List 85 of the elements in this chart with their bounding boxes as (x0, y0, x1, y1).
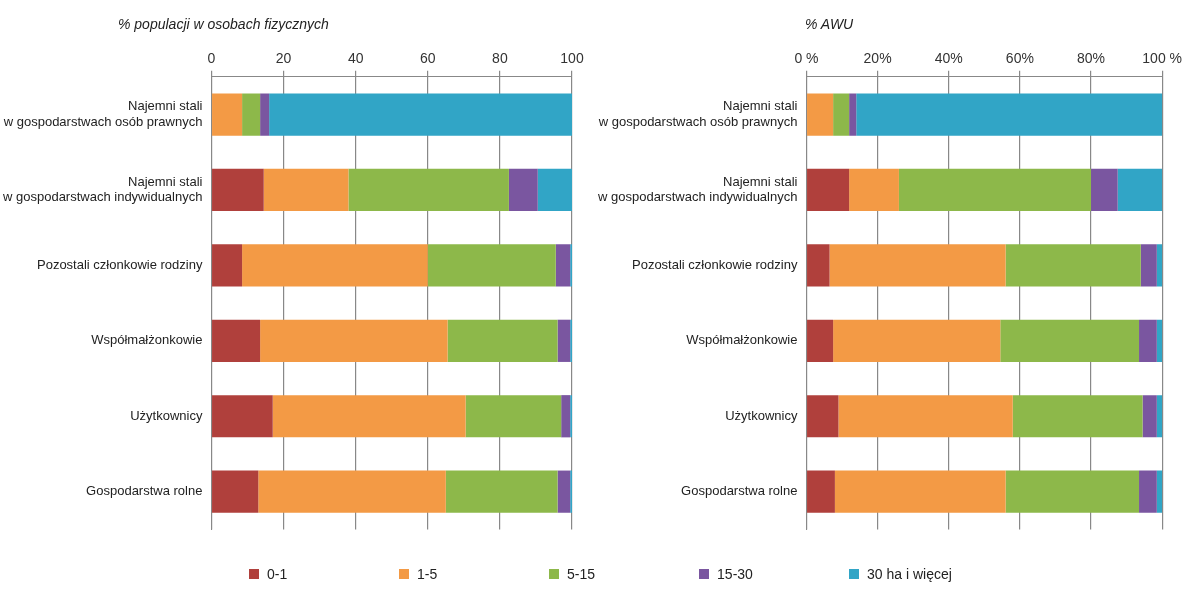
bar (427, 244, 556, 287)
y-tick-label: Pozostali członkowie rodziny (631, 256, 798, 272)
bar (834, 470, 1006, 513)
bar (258, 470, 446, 513)
bar (838, 395, 1013, 438)
bar (212, 244, 243, 287)
y-tick-label: Współmałżonkowie (91, 332, 203, 348)
bar (465, 395, 562, 438)
bar (807, 395, 839, 438)
bar (1005, 470, 1140, 513)
bar (1156, 395, 1163, 438)
bar (348, 168, 509, 212)
y-tick-label: Użytkownicy (130, 407, 203, 423)
x-tick-label: 60 (419, 50, 436, 67)
bar (263, 168, 349, 212)
y-tick-label: Najemni stali w gospodarstwach osób prawnych (597, 98, 798, 129)
bar (1156, 470, 1163, 513)
bar (260, 319, 448, 362)
bar (1005, 244, 1141, 287)
bar (898, 168, 1092, 212)
bar (212, 470, 259, 513)
y-tick-label: Pozostali członkowie rodziny (36, 256, 203, 272)
y-tick-label: Najemni stali w gospodarstwach indywidualnych (596, 173, 798, 205)
bar (557, 470, 571, 513)
bar (1140, 244, 1157, 287)
bar (445, 470, 558, 513)
x-tick-label: 20 (275, 50, 292, 67)
bar (807, 168, 850, 212)
x-tick-label: 40 (347, 50, 364, 67)
x-tick-label: 60% (1005, 50, 1034, 67)
bar (807, 319, 834, 362)
legend-label: 30 ha i więcej (866, 566, 952, 582)
x-tick-label: 80 (492, 50, 508, 67)
bar (212, 395, 273, 438)
bar (537, 168, 572, 212)
bar (557, 319, 571, 362)
bar (807, 244, 830, 287)
x-tick-label: 0 % (794, 50, 819, 67)
x-tick-label: 40% (934, 50, 963, 67)
bar (829, 244, 1006, 287)
bar (1142, 395, 1157, 438)
bar (1156, 244, 1163, 287)
bar (1000, 319, 1140, 362)
bar (272, 395, 466, 438)
y-tick-label: Gospodarstwa rolne (86, 483, 203, 499)
bar (561, 395, 571, 438)
bar (508, 168, 538, 212)
y-tick-label: Najemni stali w gospodarstwach osób prawnych (2, 98, 203, 129)
bar (269, 93, 572, 136)
bar (1139, 319, 1157, 362)
y-tick-label: Najemni stali w gospodarstwach indywidualnych (1, 173, 203, 205)
chart-title: % AWU (805, 16, 854, 32)
bar (833, 93, 850, 136)
bar (447, 319, 558, 362)
legend-label: 15-30 (716, 566, 754, 582)
x-tick-label: 100 % (1142, 50, 1182, 67)
bar (1117, 168, 1163, 212)
bar (242, 93, 261, 136)
bar (1156, 319, 1163, 362)
x-tick-label: 80% (1076, 50, 1106, 67)
legend-label: 5-15 (566, 566, 597, 582)
y-tick-label: Użytkownicy (725, 407, 798, 423)
bar (212, 168, 264, 212)
bar (833, 319, 1001, 362)
bar (212, 319, 261, 362)
bar (807, 93, 834, 136)
x-tick-label: 100 (560, 50, 584, 67)
bar (260, 93, 270, 136)
bar (1139, 470, 1157, 513)
x-tick-label: 20% (863, 50, 892, 67)
chart-title: % populacji w osobach fizycznych (118, 16, 329, 32)
y-tick-label: Współmałżonkowie (686, 332, 798, 348)
bar (807, 470, 835, 513)
bar (856, 93, 1163, 136)
bar (555, 244, 571, 287)
legend-label: 0-1 (266, 566, 289, 582)
legend-label: 1-5 (416, 566, 439, 582)
bar (212, 93, 243, 136)
bar (849, 93, 857, 136)
bar (242, 244, 428, 287)
bar (1091, 168, 1118, 212)
bar (849, 168, 899, 212)
bar (1012, 395, 1143, 438)
y-tick-label: Gospodarstwa rolne (681, 483, 798, 499)
x-tick-label: 0 (207, 50, 216, 67)
